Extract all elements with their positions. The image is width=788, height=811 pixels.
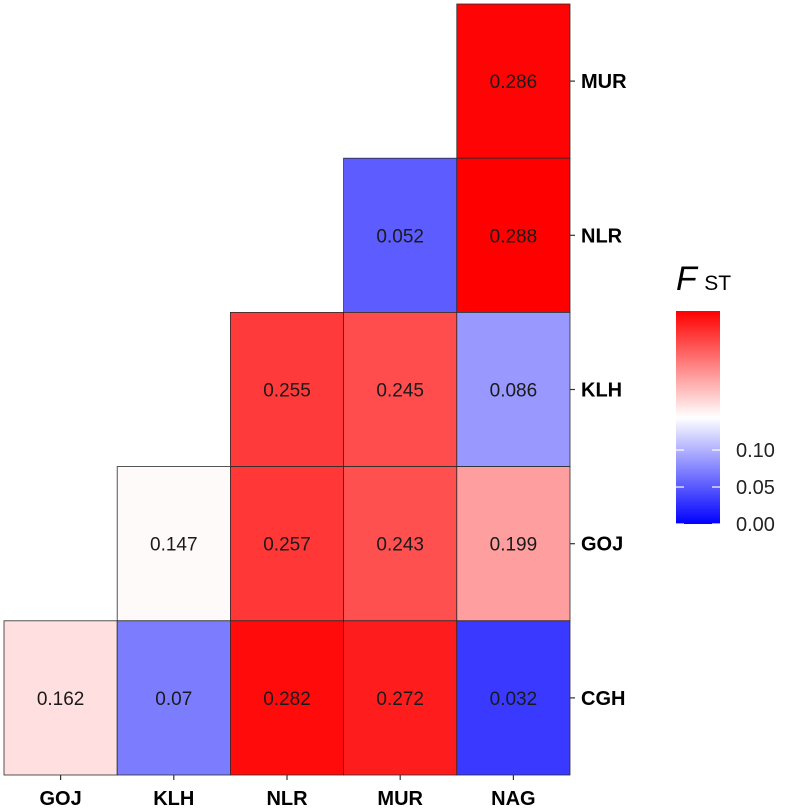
y-axis-tick-label: GOJ — [581, 534, 623, 556]
heatmap-cell-label: 0.272 — [376, 689, 424, 710]
legend-tick-label: 0.00 — [736, 514, 775, 536]
heatmap-cell — [116, 620, 231, 776]
y-axis-tick-label: MUR — [581, 71, 627, 93]
heatmap-cell-label: 0.032 — [490, 689, 538, 710]
heatmap-cell-label: 0.07 — [155, 689, 192, 710]
heatmap-cell — [343, 311, 458, 467]
heatmap-cell-label: 0.162 — [37, 689, 85, 710]
heatmap-cell — [116, 466, 231, 622]
y-axis-tick-labels: CGH GOJ KLH NLR MUR — [570, 71, 627, 710]
heatmap-cell — [229, 311, 344, 467]
heatmap-cell — [456, 311, 571, 467]
y-axis-tick-label: NLR — [581, 225, 623, 247]
heatmap-cell-label: 0.255 — [263, 381, 311, 402]
heatmap-cell-label: 0.257 — [263, 535, 311, 556]
legend-tick-label: 0.05 — [736, 477, 775, 499]
heatmap-cell — [229, 466, 344, 622]
heatmap-cell — [343, 620, 458, 776]
x-axis-tick-label: KLH — [153, 788, 194, 810]
x-axis-tick-label: GOJ — [39, 788, 81, 810]
x-axis-tick-label: NLR — [266, 788, 308, 810]
heatmap-cell-label: 0.199 — [490, 535, 538, 556]
heatmap-cell — [456, 466, 571, 622]
heatmap-cell — [456, 3, 571, 159]
y-axis-tick-label: CGH — [581, 688, 625, 710]
heatmap-cell-label: 0.245 — [376, 381, 424, 402]
heatmap-cell-label: 0.086 — [490, 381, 538, 402]
heatmap-cell-label: 0.282 — [263, 689, 311, 710]
heatmap-cell — [456, 157, 571, 313]
legend-title: F ST — [676, 260, 731, 298]
legend-tick-label: 0.10 — [736, 440, 775, 462]
x-axis-tick-label: NAG — [491, 788, 535, 810]
heatmap-cells: 0.286 0.052 0.288 0.255 0.245 0.086 0.147 0.257… — [3, 3, 571, 776]
heatmap-cell — [343, 157, 458, 313]
heatmap-cell-label: 0.243 — [376, 535, 424, 556]
heatmap-cell-label: 0.286 — [490, 72, 538, 93]
heatmap-cell-label: 0.288 — [490, 226, 538, 247]
x-axis-tick-label: MUR — [377, 788, 423, 810]
heatmap-cell-label: 0.147 — [150, 535, 198, 556]
legend-title-sub: ST — [704, 272, 731, 295]
legend-colorbar — [676, 311, 720, 524]
color-legend: F ST 0.00 0.05 0.10 — [676, 260, 775, 536]
heatmap-cell — [456, 620, 571, 776]
heatmap-cell — [229, 620, 344, 776]
heatmap-cell-label: 0.052 — [376, 226, 424, 247]
y-axis-tick-label: KLH — [581, 380, 622, 402]
x-axis-tick-labels: GOJ KLH NLR MUR NAG — [39, 775, 536, 810]
legend-title-main: F — [676, 260, 699, 298]
